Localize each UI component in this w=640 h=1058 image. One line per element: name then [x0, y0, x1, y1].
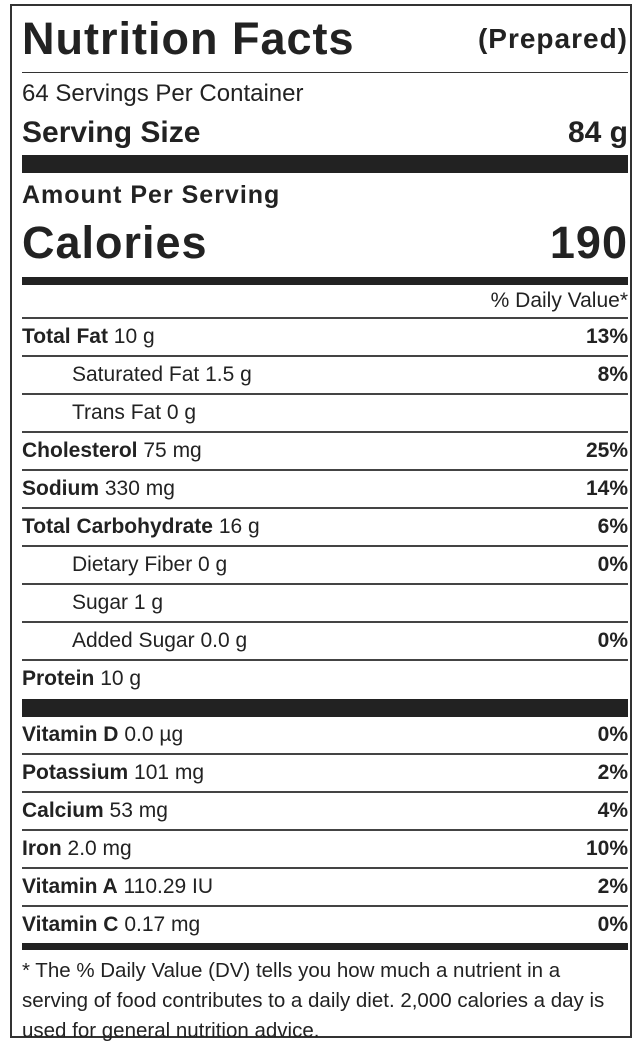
- nutrient-amount: 2.0 mg: [67, 837, 132, 860]
- nutrient-amount: 101 mg: [134, 761, 205, 784]
- nutrient: Vitamin C 0.17 mg: [22, 913, 200, 937]
- footnote: * The % Daily Value (DV) tells you how m…: [22, 959, 605, 1042]
- nutrient-name: Iron: [22, 837, 62, 860]
- daily-value: 2%: [597, 875, 628, 898]
- nutrient: Dietary Fiber 0 g: [22, 553, 227, 577]
- nutrient-amount: 1 g: [133, 591, 164, 614]
- nutrient-row: Vitamin D 0.0 µg 0%: [22, 717, 628, 753]
- nutrient-name: Dietary Fiber: [72, 553, 193, 576]
- daily-value: 6%: [597, 515, 628, 538]
- nutrient-amount: 75 mg: [143, 439, 202, 462]
- nutrient-amount: 110.29 IU: [123, 875, 214, 898]
- nutrient-row: Dietary Fiber 0 g 0%: [22, 545, 628, 583]
- vitamin-list: Vitamin D 0.0 µg 0% Potassium 101 mg 2% Calc…: [22, 717, 628, 943]
- nutrient-amount: 0.0 g: [200, 629, 248, 652]
- nutrient-name: Sodium: [22, 477, 99, 500]
- nutrient-name: Calcium: [22, 799, 104, 822]
- nutrient-row: Calcium 53 mg 4%: [22, 791, 628, 829]
- nutrient-row: Sugar 1 g: [22, 583, 628, 621]
- daily-value: 13%: [585, 325, 628, 348]
- title: Nutrition Facts: [22, 13, 355, 64]
- serving-size-row: Serving Size 84 g: [22, 111, 628, 155]
- nutrient-row: Added Sugar 0.0 g 0%: [22, 621, 628, 659]
- nutrient-row: Cholesterol 75 mg 25%: [22, 431, 628, 469]
- calories-row: Calories 190: [22, 213, 628, 273]
- nutrient-row: Total Fat 10 g 13%: [22, 317, 628, 355]
- nutrient-row: Sodium 330 mg 14%: [22, 469, 628, 507]
- divider: [22, 277, 628, 285]
- nutrient-name: Protein: [22, 667, 95, 690]
- dv-header: % Daily Value*: [490, 289, 628, 312]
- daily-value: 0%: [597, 913, 628, 936]
- nutrient: Total Fat 10 g: [22, 325, 155, 349]
- nutrient-amount: 1.5 g: [205, 363, 252, 386]
- nutrient-row: Protein 10 g: [22, 659, 628, 697]
- nutrient: Vitamin D 0.0 µg: [22, 723, 183, 747]
- divider: [22, 943, 628, 950]
- nutrient-row: Iron 2.0 mg 10%: [22, 829, 628, 867]
- nutrient-amount: 0.0 µg: [124, 723, 184, 746]
- nutrient-amount: 10 g: [113, 325, 155, 348]
- daily-value: 0%: [597, 629, 628, 652]
- nutrient-name: Vitamin A: [22, 875, 118, 898]
- serving-size-value: 84 g: [567, 116, 628, 149]
- nutrient-row: Potassium 101 mg 2%: [22, 753, 628, 791]
- nutrient-name: Sugar: [72, 591, 129, 614]
- daily-value: 10%: [585, 837, 628, 860]
- nutrient-amount: 10 g: [100, 667, 142, 690]
- nutrient-name: Cholesterol: [22, 439, 138, 462]
- nutrient-row: Trans Fat 0 g: [22, 393, 628, 431]
- nutrient: Sodium 330 mg: [22, 477, 175, 501]
- nutrient: Cholesterol 75 mg: [22, 439, 202, 463]
- subtitle: (Prepared): [477, 23, 628, 54]
- nutrient: Potassium 101 mg: [22, 761, 204, 785]
- daily-value: 2%: [597, 761, 628, 784]
- daily-value: 0%: [597, 723, 628, 746]
- daily-value-header: % Daily Value*: [22, 285, 628, 317]
- serving-size-label: Serving Size: [22, 116, 201, 149]
- nutrient-name: Saturated Fat: [72, 363, 200, 386]
- nutrient: Saturated Fat 1.5 g: [22, 363, 252, 387]
- nutrient: Trans Fat 0 g: [22, 401, 196, 425]
- nutrient-name: Total Fat: [22, 325, 108, 348]
- amount-per-serving: Amount Per Serving: [22, 181, 281, 209]
- nutrient-list: Total Fat 10 g 13% Saturated Fat 1.5 g 8% Tr…: [22, 317, 628, 697]
- nutrient-name: Total Carbohydrate: [22, 515, 213, 538]
- daily-value: 4%: [597, 799, 628, 822]
- nutrient: Added Sugar 0.0 g: [22, 629, 247, 653]
- nutrient-amount: 53 mg: [109, 799, 168, 822]
- nutrient-amount: 0 g: [198, 553, 228, 576]
- nutrient-name: Vitamin C: [22, 913, 119, 936]
- nutrient-row: Total Carbohydrate 16 g 6%: [22, 507, 628, 545]
- nutrient-name: Potassium: [22, 761, 129, 784]
- nutrient: Sugar 1 g: [22, 591, 163, 615]
- divider: [22, 155, 628, 173]
- nutrient-amount: 0 g: [166, 401, 197, 424]
- nutrient-row: Vitamin A 110.29 IU 2%: [22, 867, 628, 905]
- nutrient-row: Vitamin C 0.17 mg 0%: [22, 905, 628, 943]
- servings: 64 Servings Per Container: [22, 80, 304, 107]
- calories-value: 190: [549, 217, 628, 268]
- divider: [22, 699, 628, 717]
- daily-value: 25%: [585, 439, 628, 462]
- nutrient-name: Added Sugar: [72, 629, 195, 652]
- nutrient-name: Vitamin D: [22, 723, 119, 746]
- daily-value: 14%: [585, 477, 628, 500]
- daily-value: 8%: [597, 363, 628, 386]
- nutrient: Vitamin A 110.29 IU: [22, 875, 213, 899]
- nutrient: Calcium 53 mg: [22, 799, 168, 823]
- nutrient: Iron 2.0 mg: [22, 837, 132, 861]
- nutrient-row: Saturated Fat 1.5 g 8%: [22, 355, 628, 393]
- nutrient: Total Carbohydrate 16 g: [22, 515, 260, 539]
- nutrient: Protein 10 g: [22, 667, 141, 691]
- title-row: Nutrition Facts (Prepared): [22, 6, 628, 73]
- nutrient-name: Trans Fat: [72, 401, 162, 424]
- daily-value: 0%: [597, 553, 628, 576]
- nutrition-label: Nutrition Facts (Prepared) 64 Servings P…: [10, 4, 632, 1042]
- calories-label: Calories: [22, 217, 208, 268]
- nutrient-amount: 0.17 mg: [124, 913, 201, 936]
- nutrient-amount: 330 mg: [104, 477, 175, 500]
- nutrient-amount: 16 g: [218, 515, 260, 538]
